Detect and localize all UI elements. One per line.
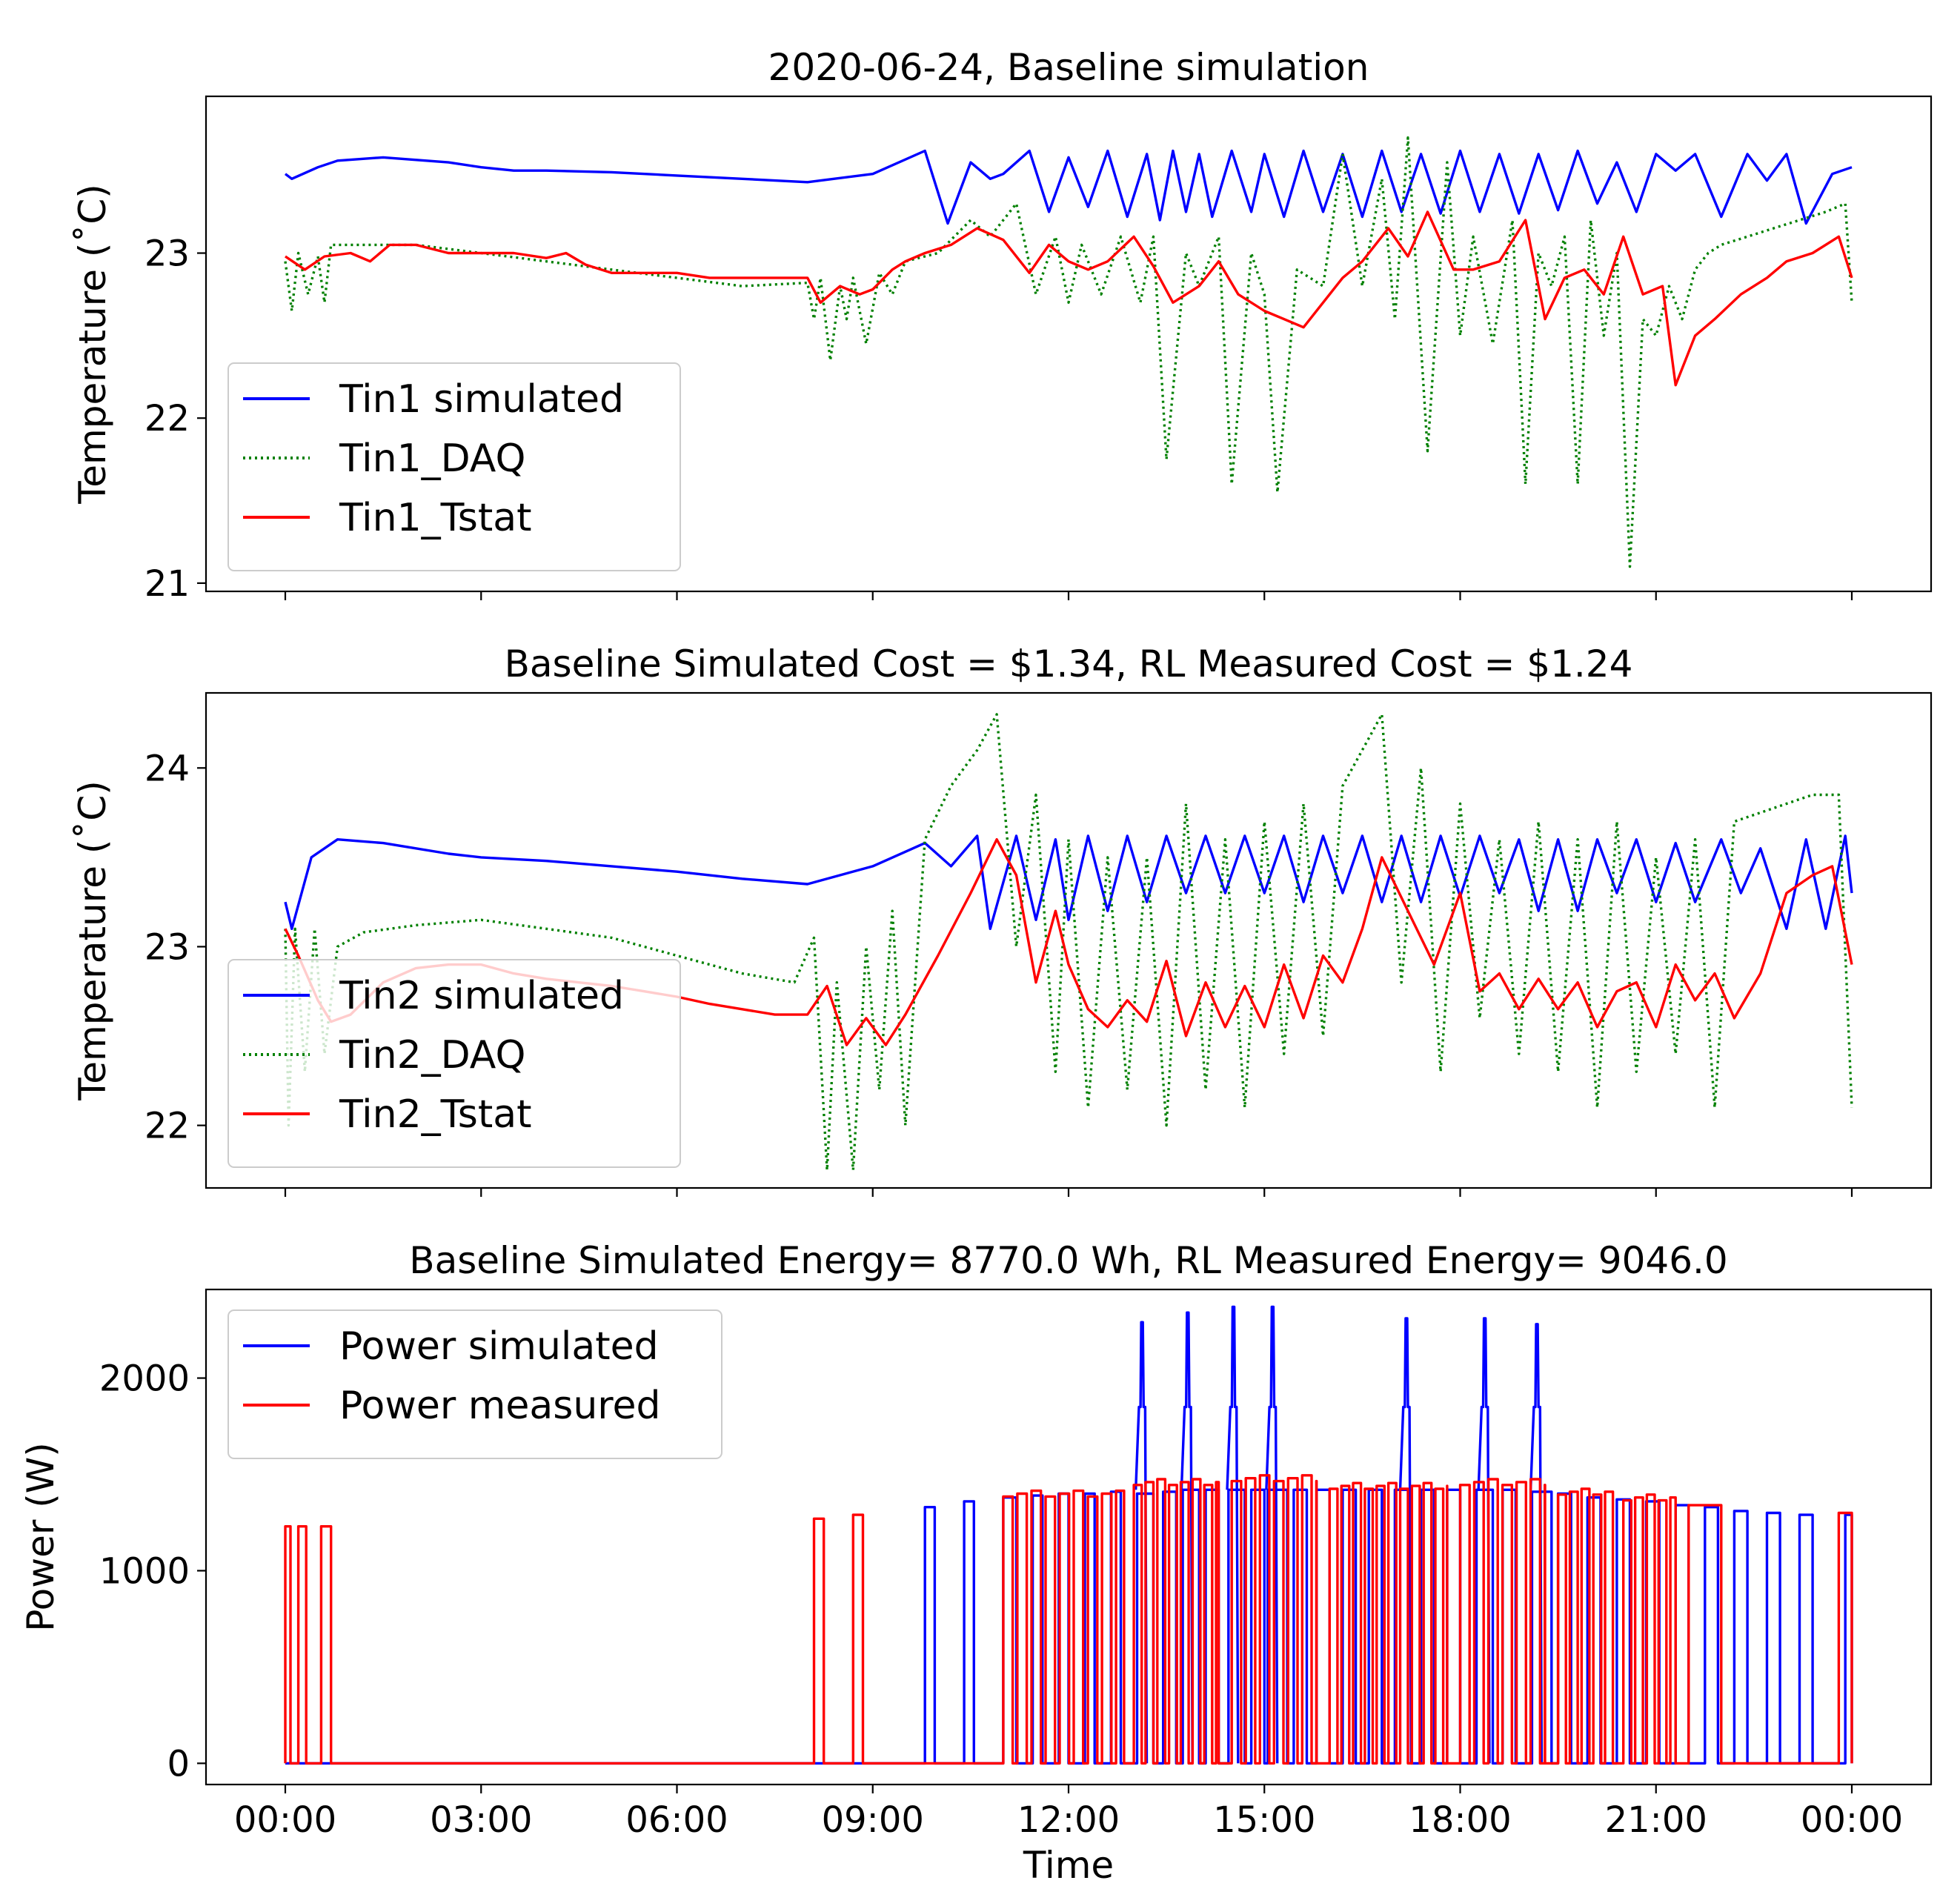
y-tick-label: 0 [167,1743,190,1785]
power-spike [1180,1311,1194,1764]
legend-box [227,959,681,1168]
legend-label: Tin2_Tstat [339,1092,532,1137]
x-tick-label: 15:00 [1213,1799,1315,1841]
y-tick-label: 21 [144,563,190,605]
y-axis-label: Power (W) [19,1442,62,1632]
y-tick-label: 2000 [99,1358,190,1400]
y-tick-label: 23 [144,233,190,275]
series-group [284,1305,1853,1765]
x-tick-label: 03:00 [430,1799,532,1841]
power-spike [1226,1305,1240,1764]
power-spike [1477,1317,1491,1764]
legend-label: Tin1_DAQ [339,436,525,481]
y-tick-label: 22 [144,398,190,439]
panel-2-title: Baseline Simulated Cost = $1.34, RL Meas… [505,643,1633,685]
series-tin1-daq [284,136,1853,568]
series-tin1-tstat [285,210,1853,387]
legend-label: Tin1_Tstat [339,496,532,540]
legend-label: Tin2_DAQ [339,1033,525,1078]
x-tick-label: 00:00 [1801,1799,1903,1841]
legend: Tin1 simulated Tin1_DAQ Tin1_Tstat [227,362,681,571]
legend-box [227,362,681,571]
x-tick-label: 12:00 [1017,1799,1120,1841]
series-tin1-simulated [284,149,1853,225]
series-group [284,136,1853,568]
panel-3: Baseline Simulated Energy= 8770.0 Wh, RL… [19,1239,1933,1887]
y-tick-label: 22 [144,1106,190,1147]
panel-1-title: 2020-06-24, Baseline simulation [768,46,1369,89]
legend-label: Power simulated [339,1324,659,1369]
x-tick-label: 00:00 [234,1799,336,1841]
legend-label: Tin2 simulated [339,974,624,1018]
y-axis-label: Temperature (˚C) [71,184,114,505]
series-power-measured [284,1474,1853,1765]
power-spike [1398,1317,1412,1764]
power-spike [1135,1321,1149,1764]
series-tin2-simulated [284,834,1853,930]
x-tick-label: 18:00 [1409,1799,1511,1841]
legend-box [227,1309,722,1459]
panel-1: 2020-06-24, Baseline simulation 21 22 23 Tem… [71,46,1933,605]
x-tick-label: 09:00 [822,1799,924,1841]
power-spike [1265,1305,1279,1764]
y-tick-label: 23 [144,926,190,968]
x-axis-label: Time [1023,1844,1114,1887]
legend: Tin2 simulated Tin2_DAQ Tin2_Tstat [227,959,681,1168]
panel-3-title: Baseline Simulated Energy= 8770.0 Wh, RL… [409,1239,1727,1282]
legend-label: Power measured [339,1384,661,1428]
x-tick-label: 21:00 [1605,1799,1707,1841]
legend: Power simulated Power measured [227,1309,722,1459]
y-tick-label: 1000 [99,1550,190,1592]
panel-2: Baseline Simulated Cost = $1.34, RL Meas… [71,643,1933,1197]
x-tick-label: 06:00 [625,1799,728,1841]
legend-label: Tin1 simulated [339,377,624,422]
y-tick-label: 24 [144,748,190,789]
power-spike [1529,1323,1544,1764]
y-axis-label: Temperature (˚C) [71,780,114,1101]
